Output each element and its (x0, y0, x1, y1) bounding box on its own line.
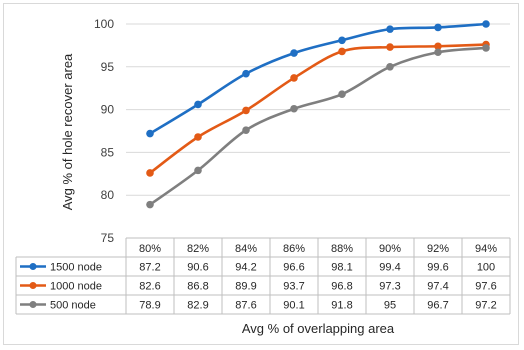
data-table-cell: 86.8 (187, 281, 208, 293)
data-point (146, 129, 154, 138)
data-table-cell: 91.8 (331, 300, 352, 312)
x-axis-title: Avg % of overlapping area (242, 321, 395, 336)
x-tick-label: 84% (235, 243, 257, 255)
data-point (482, 44, 490, 52)
data-point (386, 25, 394, 33)
data-point (338, 47, 346, 56)
data-table-cell: 95 (384, 300, 396, 312)
legend-entry: 1500 node (50, 262, 102, 274)
data-point (146, 169, 154, 177)
data-point (242, 126, 250, 134)
data-table-cell: 87.6 (235, 300, 256, 312)
y-tick-label: 95 (101, 60, 115, 74)
data-point (386, 43, 394, 51)
x-tick-label: 90% (379, 243, 401, 255)
x-tick-label: 94% (475, 243, 497, 255)
series-line (149, 46, 487, 206)
y-tick-labels: 75 80 85 90 95 100 (94, 17, 114, 245)
data-table-cell: 98.1 (331, 262, 352, 274)
data-point (146, 200, 154, 209)
y-tick-label: 100 (94, 17, 114, 31)
data-table-cell: 82.6 (139, 281, 160, 293)
data-point (434, 42, 442, 51)
legend-key-marker (29, 282, 37, 289)
data-table-cell: 89.9 (235, 281, 256, 293)
data-point (242, 106, 250, 115)
data-point (482, 20, 490, 28)
chart-frame (3, 3, 519, 345)
x-tick-label: 92% (427, 243, 449, 255)
legend-key-marker (29, 263, 37, 270)
x-tick-label: 80% (139, 243, 161, 255)
data-point (194, 166, 202, 175)
data-point (194, 133, 202, 141)
data-point (434, 23, 442, 32)
data-point (338, 36, 346, 45)
x-tick-label: 82% (187, 243, 209, 255)
legend-entry: 1000 node (50, 281, 102, 293)
data-table-cell: 78.9 (139, 300, 160, 312)
data-point (290, 49, 298, 57)
data-table-cell: 97.4 (427, 281, 448, 293)
data-table-cell: 87.2 (139, 262, 160, 274)
data-point (386, 63, 394, 71)
series-line (149, 22, 487, 135)
data-table-cell: 97.2 (475, 300, 496, 312)
data-table-cell: 93.7 (283, 281, 304, 293)
series-lines (146, 20, 490, 209)
data-table-cell: 96.8 (331, 281, 352, 293)
y-tick-label: 75 (101, 231, 115, 245)
series-line (149, 43, 487, 174)
data-table-cell: 94.2 (235, 262, 256, 274)
data-point (434, 48, 442, 57)
data-table-cell: 96.7 (427, 300, 448, 312)
legend-entry: 500 node (50, 300, 96, 312)
x-tick-label: 88% (331, 243, 353, 255)
data-table-cell: 90.6 (187, 262, 208, 274)
x-tick-label: 86% (283, 243, 305, 255)
data-table-cell: 99.6 (427, 262, 448, 274)
data-table: 80% 82% 84% 86% 88% 90% 92% 94% 1500 node 87.2 90.… (15, 237, 511, 315)
data-point (290, 104, 298, 113)
data-table-cell: 96.6 (283, 262, 304, 274)
data-point (242, 69, 250, 78)
data-point (290, 74, 298, 82)
data-table-cell: 97.3 (379, 281, 400, 293)
data-table-cell: 99.4 (379, 262, 400, 274)
y-axis-title: Avg % of hole recover area (60, 53, 75, 210)
y-tick-label: 85 (101, 145, 115, 159)
data-table-cell: 82.9 (187, 300, 208, 312)
y-tick-label: 80 (101, 188, 115, 202)
y-tick-label: 90 (101, 103, 115, 117)
data-table-cell: 90.1 (283, 300, 304, 312)
legend-key-marker (29, 301, 37, 308)
data-point (194, 100, 202, 109)
data-table-cell: 100 (477, 262, 495, 274)
data-table-cell: 97.6 (475, 281, 496, 293)
data-point (338, 90, 346, 98)
